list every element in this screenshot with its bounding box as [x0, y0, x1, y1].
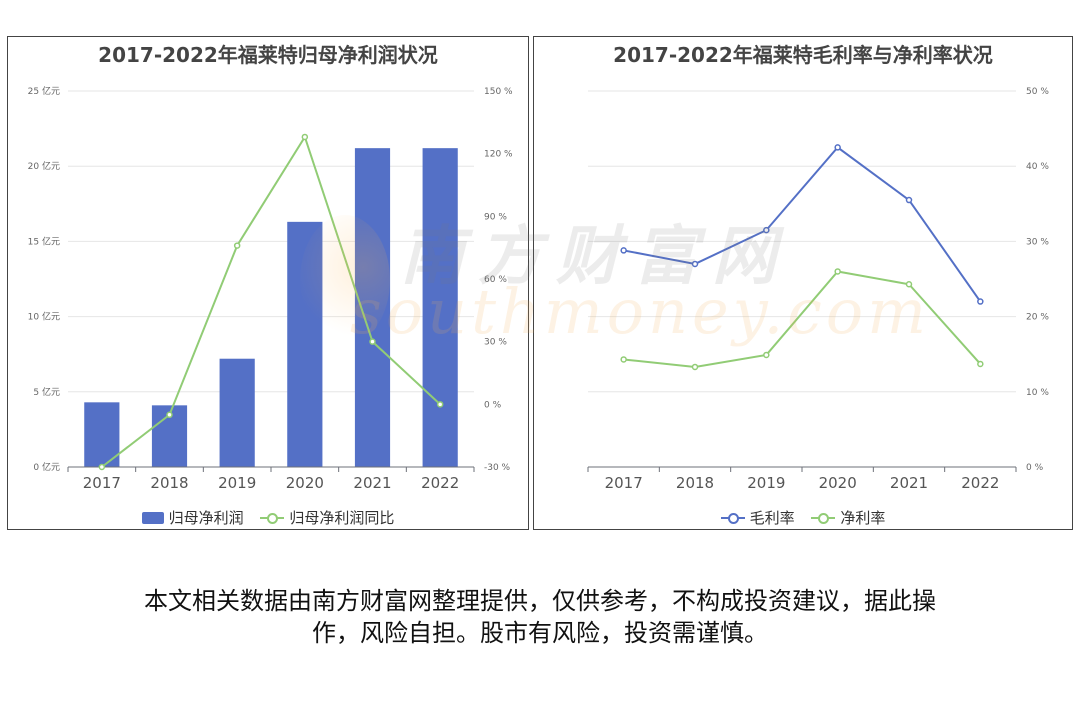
x-tick-label: 2020	[819, 474, 857, 492]
series-line-net-margin	[623, 270, 982, 368]
x-tick-label: 2022	[961, 474, 999, 492]
net-profit-chart: 0 亿元 5 亿元 10 亿元 15 亿元 20 亿元 25 亿元 -30 % 0 % 30 %…	[28, 85, 513, 492]
legend-bar-swatch	[141, 511, 164, 524]
y-right-tick-label: 20 %	[1026, 313, 1049, 323]
y-right-tick-label: 120 %	[484, 150, 513, 160]
legend-line-swatch	[811, 512, 836, 524]
legend-line-swatch	[720, 512, 745, 524]
line-point	[436, 401, 444, 408]
line-point	[977, 298, 984, 305]
bar	[219, 358, 255, 467]
line-point	[834, 268, 841, 275]
x-tick-label: 2017	[605, 474, 643, 492]
y-right-tick-label: 40 %	[1026, 162, 1049, 172]
y-left-tick-label: 5 亿元	[33, 386, 60, 398]
chart-panel-margins: 2017-2022年福莱特毛利率与净利率状况 0 % 10 % 20 % 30 % 40…	[533, 36, 1073, 530]
legend-label: 归母净利润	[168, 509, 244, 527]
line-point	[620, 247, 627, 254]
legend-line-swatch	[260, 512, 285, 524]
line-point	[834, 144, 841, 151]
legend: 毛利率 净利率	[534, 507, 1072, 528]
y-right-tick-label: 90 %	[484, 212, 507, 222]
line-point	[98, 463, 106, 471]
y-left-tick-label: 15 亿元	[28, 235, 60, 247]
line-point	[369, 338, 376, 345]
y-right-tick-label: 0 %	[1026, 463, 1044, 473]
series-line-gross-margin	[623, 146, 982, 303]
line-point	[233, 242, 241, 249]
series-line-yoy	[101, 134, 441, 468]
disclaimer: 本文相关数据由南方财富网整理提供，仅供参考，不构成投资建议，据此操 作，风险自担…	[90, 585, 990, 649]
y-left-tick-label: 20 亿元	[28, 160, 60, 172]
x-tick-label: 2022	[421, 474, 459, 492]
legend: 归母净利润 归母净利润同比	[8, 507, 528, 528]
y-left-tick-label: 0 亿元	[33, 461, 60, 473]
disclaimer-line-2: 作，风险自担。股市有风险，投资需谨慎。	[312, 619, 768, 647]
y-right-tick-label: -30 %	[484, 463, 511, 473]
y-right-tick-label: 10 %	[1026, 388, 1049, 398]
legend-label: 净利率	[840, 509, 886, 527]
chart-title: 2017-2022年福莱特归母净利润状况	[98, 43, 438, 67]
x-tick-label: 2020	[286, 474, 324, 492]
x-tick-label: 2019	[218, 474, 256, 492]
y-right-tick-label: 60 %	[484, 275, 507, 285]
y-right-tick-label: 150 %	[484, 87, 513, 97]
x-tick-label: 2021	[353, 474, 391, 492]
line-point	[166, 411, 173, 419]
legend-item-net-profit[interactable]: 归母净利润	[141, 507, 244, 528]
bar	[287, 221, 323, 467]
y-right-tick-label: 50 %	[1026, 87, 1049, 97]
x-tick-label: 2018	[676, 474, 714, 492]
legend-label: 毛利率	[749, 509, 795, 527]
chart-title: 2017-2022年福莱特毛利率与净利率状况	[613, 43, 993, 67]
bar	[422, 148, 458, 467]
x-tick-label: 2018	[150, 474, 188, 492]
legend-label: 归母净利润同比	[289, 509, 395, 527]
line-point	[620, 356, 627, 363]
chart-panel-net-profit: 2017-2022年福莱特归母净利润状况 0 亿元 5 亿元 10 亿元 15 亿元 2…	[7, 36, 529, 530]
legend-item-net-profit-yoy[interactable]: 归母净利润同比	[260, 507, 394, 528]
disclaimer-line-1: 本文相关数据由南方财富网整理提供，仅供参考，不构成投资建议，据此操	[144, 587, 936, 615]
y-left-tick-label: 10 亿元	[28, 311, 60, 323]
line-point	[691, 363, 699, 371]
y-right-tick-label: 0 %	[484, 400, 502, 410]
margins-chart: 0 % 10 % 20 % 30 % 40 % 50 % 2017 2018 2019 2020 2…	[587, 87, 1049, 492]
line-point	[905, 196, 913, 204]
legend-item-gross-margin[interactable]: 毛利率	[720, 507, 795, 528]
x-tick-label: 2021	[890, 474, 928, 492]
line-point	[301, 133, 309, 141]
line-point	[763, 351, 770, 359]
y-left-tick-label: 25 亿元	[28, 85, 60, 97]
y-right-tick-label: 30 %	[484, 338, 507, 348]
line-point	[977, 360, 984, 368]
line-point	[763, 226, 770, 234]
y-right-tick-label: 30 %	[1026, 237, 1049, 247]
x-tick-label: 2019	[747, 474, 785, 492]
line-point	[905, 281, 913, 288]
x-tick-label: 2017	[83, 474, 121, 492]
legend-item-net-margin[interactable]: 净利率	[811, 507, 885, 528]
bar	[84, 402, 120, 467]
line-point	[691, 260, 699, 268]
